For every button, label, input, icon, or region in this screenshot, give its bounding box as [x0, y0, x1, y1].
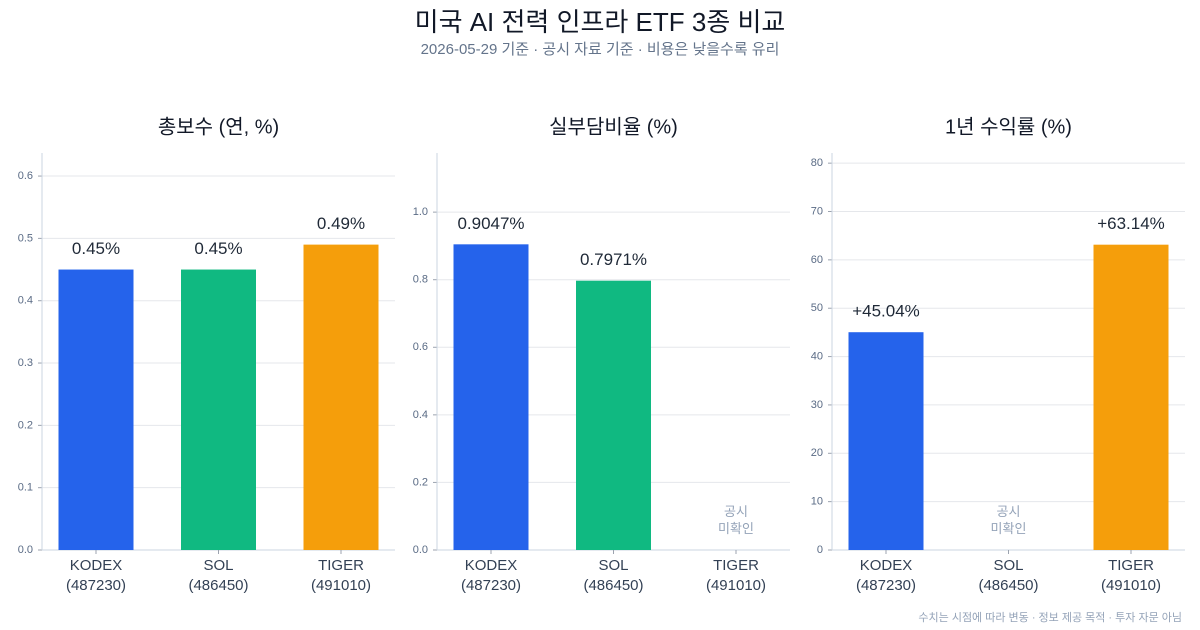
y-tick-label: 0.8	[413, 274, 428, 286]
y-tick-label: 10	[811, 496, 823, 508]
x-tick-label: SOL (486450)	[978, 557, 1039, 594]
missing-label: 공시 미확인	[990, 504, 1027, 536]
y-tick-label: 60	[811, 254, 823, 266]
y-tick-label: 20	[811, 447, 823, 459]
y-tick-label: 0.4	[18, 295, 33, 307]
missing-label: 공시 미확인	[718, 504, 754, 536]
chart-title: 실부담비율 (%)	[549, 115, 678, 138]
value-label: 0.49%	[317, 214, 365, 233]
x-tick-label: TIGER (491010)	[705, 557, 767, 594]
bar	[303, 244, 379, 550]
x-tick-label: TIGER (491010)	[1100, 557, 1162, 594]
page-title: 미국 AI 전력 인프라 ETF 3종 비교	[414, 7, 786, 37]
value-label: +63.14%	[1097, 214, 1165, 233]
y-tick-label: 0.1	[18, 482, 33, 494]
chart-title: 총보수 (연, %)	[158, 115, 279, 138]
y-tick-label: 0.2	[18, 419, 33, 431]
y-tick-label: 1.0	[413, 206, 428, 218]
y-tick-label: 40	[811, 350, 823, 362]
bar	[181, 269, 256, 550]
x-tick-label: TIGER (491010)	[310, 557, 372, 594]
x-tick-label: KODEX (487230)	[65, 557, 127, 594]
bar	[58, 269, 134, 550]
y-tick-label: 0.5	[18, 232, 33, 244]
y-tick-label: 0.6	[413, 341, 428, 353]
x-tick-label: SOL (486450)	[583, 557, 644, 594]
y-tick-label: 0.2	[413, 476, 428, 488]
y-tick-label: 0	[817, 544, 823, 556]
page-subtitle: 2026-05-29 기준 · 공시 자료 기준 · 비용은 낮을수록 유리	[420, 41, 780, 58]
y-tick-label: 0.6	[18, 170, 33, 182]
y-tick-label: 0.0	[413, 544, 428, 556]
x-tick-label: KODEX (487230)	[460, 557, 522, 594]
y-tick-label: 0.0	[18, 544, 33, 556]
value-label: +45.04%	[852, 302, 920, 321]
y-tick-label: 70	[811, 205, 823, 217]
value-label: 0.9047%	[457, 214, 524, 233]
value-label: 0.7971%	[580, 250, 647, 269]
y-tick-label: 0.3	[18, 357, 33, 369]
value-label: 0.45%	[194, 239, 242, 258]
bar	[848, 332, 924, 550]
bar	[576, 280, 651, 550]
y-tick-label: 30	[811, 399, 823, 411]
x-tick-label: KODEX (487230)	[855, 557, 917, 594]
y-tick-label: 80	[811, 157, 823, 169]
footnote: 수치는 시점에 따라 변동 · 정보 제공 목적 · 투자 자문 아님	[918, 612, 1182, 624]
value-label: 0.45%	[72, 239, 120, 258]
y-tick-label: 50	[811, 302, 823, 314]
bar	[1093, 244, 1169, 550]
chart-title: 1년 수익률 (%)	[945, 115, 1072, 138]
x-tick-label: SOL (486450)	[188, 557, 249, 594]
y-tick-label: 0.4	[413, 409, 428, 421]
bar	[453, 244, 529, 550]
